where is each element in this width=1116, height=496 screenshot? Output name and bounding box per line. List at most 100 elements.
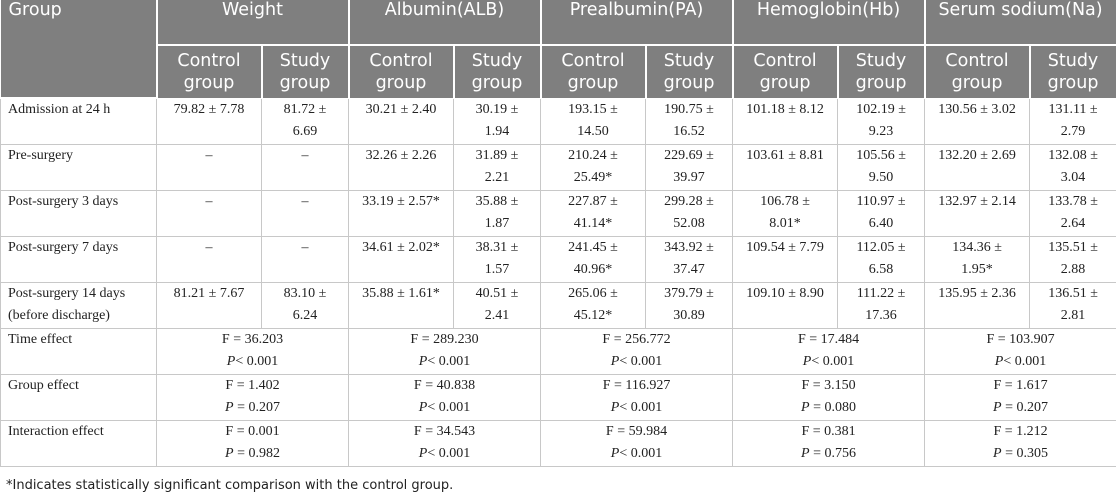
results-table: Group Weight Albumin(ALB) Prealbumin(PA)… <box>0 0 1116 467</box>
cell-text: 9.50 <box>868 169 894 185</box>
cell-text: 30.21 ± 2.40 <box>365 101 437 117</box>
cell-text: < 0.001 <box>427 445 471 461</box>
p-symbol: P <box>610 399 620 415</box>
effect-stat-cell: F = 103.907 P< 0.001 <box>924 327 1116 375</box>
effect-stat-cell: F = 0.001 P = 0.982 <box>156 419 349 467</box>
cell-text: 35.88 ± 1.61* <box>362 285 440 301</box>
control-group-header: Control group <box>540 45 647 99</box>
effect-stat-cell: F = 1.402 P = 0.207 <box>156 373 349 421</box>
study-group-cell: 111.22 ± 17.36 <box>837 281 926 329</box>
cell-text: 40.96* <box>573 261 613 277</box>
cell-text: F = 40.838 <box>413 377 476 393</box>
study-group-cell: 131.11 ± 2.79 <box>1029 97 1116 145</box>
study-group-cell: 81.72 ± 6.69 <box>261 97 349 145</box>
control-group-cell: – <box>156 143 262 191</box>
study-group-cell: 229.69 ± 39.97 <box>645 143 734 191</box>
cell-text: 45.12* <box>573 307 613 323</box>
cell-text: 35.88 ± <box>475 193 519 209</box>
control-group-cell: 265.06 ± 45.12* <box>540 281 647 329</box>
control-group-cell: – <box>156 189 262 237</box>
cell-text: Time effect <box>8 331 73 347</box>
cell-text: 112.05 ± <box>856 239 906 255</box>
control-group-header: Control group <box>924 45 1031 99</box>
cell-text: 2.88 <box>1060 261 1086 277</box>
cell-text: 79.82 ± 7.78 <box>173 101 245 117</box>
study-group-cell: 132.08 ± 3.04 <box>1029 143 1116 191</box>
cell-text: F = 116.927 <box>602 377 671 393</box>
cell-text: 25.49* <box>573 169 613 185</box>
cell-text: F = 1.617 <box>993 377 1048 393</box>
p-symbol: P <box>610 445 620 461</box>
cell-text: 6.24 <box>292 307 318 323</box>
cell-text: < 0.001 <box>427 399 471 415</box>
cell-text: 101.18 ± 8.12 <box>746 101 824 117</box>
cell-text: 6.58 <box>868 261 894 277</box>
study-group-cell: 135.51 ± 2.88 <box>1029 235 1116 283</box>
cell-text: – <box>301 239 309 255</box>
study-group-cell: 379.79 ± 30.89 <box>645 281 734 329</box>
cell-text: Post-surgery 7 days <box>8 239 119 255</box>
study-group-cell: 112.05 ± 6.58 <box>837 235 926 283</box>
control-group-cell: 103.61 ± 8.81 <box>732 143 839 191</box>
control-group-cell: 227.87 ± 41.14* <box>540 189 647 237</box>
row-label: Post-surgery 7 days <box>0 235 157 283</box>
control-group-cell: 32.26 ± 2.26 <box>348 143 454 191</box>
effect-stat-cell: F = 289.230 P< 0.001 <box>347 327 542 375</box>
cell-text: F = 1.212 <box>993 423 1048 439</box>
control-group-cell: 134.36 ± 1.95* <box>924 235 1031 283</box>
control-group-cell: 241.45 ± 40.96* <box>540 235 647 283</box>
cell-text: 3.04 <box>1060 169 1086 185</box>
cell-text: 102.19 ± <box>856 101 906 117</box>
study-group-cell: 83.10 ± 6.24 <box>261 281 349 329</box>
header-row-subgroups: Control group Study group Control group Stu… <box>1 45 1116 99</box>
cell-text: 32.26 ± 2.26 <box>365 147 437 163</box>
effect-stat-cell: F = 116.927 P< 0.001 <box>540 373 734 421</box>
cell-text: – <box>301 193 309 209</box>
cell-text: 111.22 ± <box>856 285 906 301</box>
cell-text: 38.31 ± <box>475 239 519 255</box>
p-symbol: P <box>418 353 428 369</box>
cell-text: 2.21 <box>484 169 510 185</box>
control-group-cell: 35.88 ± 1.61* <box>348 281 454 329</box>
cell-text: 105.56 ± <box>856 147 906 163</box>
cell-text: 30.89 <box>673 307 705 323</box>
cell-text: 132.08 ± <box>1048 147 1098 163</box>
control-group-cell: 79.82 ± 7.78 <box>156 97 262 145</box>
cell-text: 2.41 <box>484 307 510 323</box>
cell-text: = 0.207 <box>1001 399 1049 415</box>
cell-text: 34.61 ± 2.02* <box>362 239 440 255</box>
weight-header: Weight <box>156 0 350 46</box>
cell-text: 30.19 ± <box>475 101 519 117</box>
cell-text: 110.97 ± <box>856 193 906 209</box>
study-group-cell: 30.19 ± 1.94 <box>452 97 542 145</box>
cell-text: 229.69 ± <box>664 147 714 163</box>
cell-text: 132.97 ± 2.14 <box>938 193 1016 209</box>
cell-text: 1.95* <box>961 261 993 277</box>
cell-text: 135.95 ± 2.36 <box>938 285 1016 301</box>
cell-text: = 0.080 <box>809 399 857 415</box>
control-group-cell: 210.24 ± 25.49* <box>540 143 647 191</box>
cell-text: – <box>205 147 213 163</box>
cell-text: Post-surgery 14 days <box>8 285 126 301</box>
cell-text: 39.97 <box>673 169 705 185</box>
effect-stat-cell: F = 34.543 P< 0.001 <box>347 419 542 467</box>
cell-text: F = 289.230 <box>410 331 479 347</box>
p-symbol: P <box>418 399 428 415</box>
effect-stat-cell: F = 40.838 P< 0.001 <box>347 373 542 421</box>
cell-text: 130.56 ± 3.02 <box>938 101 1016 117</box>
cell-text: 14.50 <box>577 123 609 139</box>
cell-text: < 0.001 <box>811 353 855 369</box>
group-column-header: Group <box>0 0 158 99</box>
effect-stat-cell: F = 3.150 P = 0.080 <box>732 373 926 421</box>
effect-stat-cell: F = 17.484 P< 0.001 <box>732 327 926 375</box>
cell-text: 52.08 <box>673 215 705 231</box>
row-label: Admission at 24 h <box>0 97 157 145</box>
prealbumin-header: Prealbumin(PA) <box>540 0 734 46</box>
study-group-cell: 343.92 ± 37.47 <box>645 235 734 283</box>
study-group-header: Study group <box>837 45 926 99</box>
study-group-cell: 133.78 ± 2.64 <box>1029 189 1116 237</box>
effect-stat-cell: F = 1.212 P = 0.305 <box>924 419 1116 467</box>
row-label: Post-surgery 14 days (before discharge) <box>0 281 157 329</box>
cell-text: Group effect <box>8 377 79 393</box>
cell-text: (before discharge) <box>8 307 110 323</box>
